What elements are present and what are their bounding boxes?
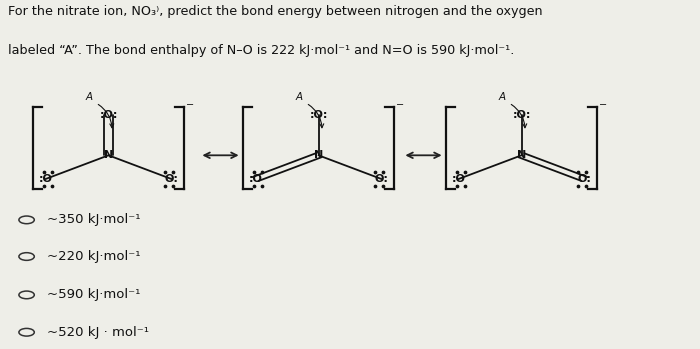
Text: labeled “A”. The bond enthalpy of N–O is 222 kJ·mol⁻¹ and N=O is 590 kJ·mol⁻¹.: labeled “A”. The bond enthalpy of N–O is… [8,44,514,57]
Text: A: A [295,92,302,102]
Text: ~350 kJ·mol⁻¹: ~350 kJ·mol⁻¹ [47,213,141,227]
Text: N: N [517,150,526,160]
Text: A: A [85,92,92,102]
Text: For the nitrate ion, NO₃⁾, predict the bond energy between nitrogen and the oxyg: For the nitrate ion, NO₃⁾, predict the b… [8,5,543,18]
Text: :O: :O [452,174,466,184]
Text: ~590 kJ·mol⁻¹: ~590 kJ·mol⁻¹ [47,288,140,302]
Text: :O:: :O: [99,110,118,120]
Text: N: N [104,150,113,160]
Text: O:: O: [578,174,592,184]
Text: ~220 kJ·mol⁻¹: ~220 kJ·mol⁻¹ [47,250,141,263]
Text: :O: :O [38,174,52,184]
Text: O:: O: [164,174,178,184]
Text: :O:: :O: [309,110,328,120]
Text: :O:: :O: [512,110,531,120]
Text: O:: O: [374,174,388,184]
Text: :O: :O [248,174,262,184]
Text: ~520 kJ · mol⁻¹: ~520 kJ · mol⁻¹ [47,326,149,339]
Text: N: N [314,150,323,160]
Text: −: − [599,100,607,110]
Text: −: − [396,100,404,110]
Text: A: A [498,92,505,102]
Text: −: − [186,100,194,110]
